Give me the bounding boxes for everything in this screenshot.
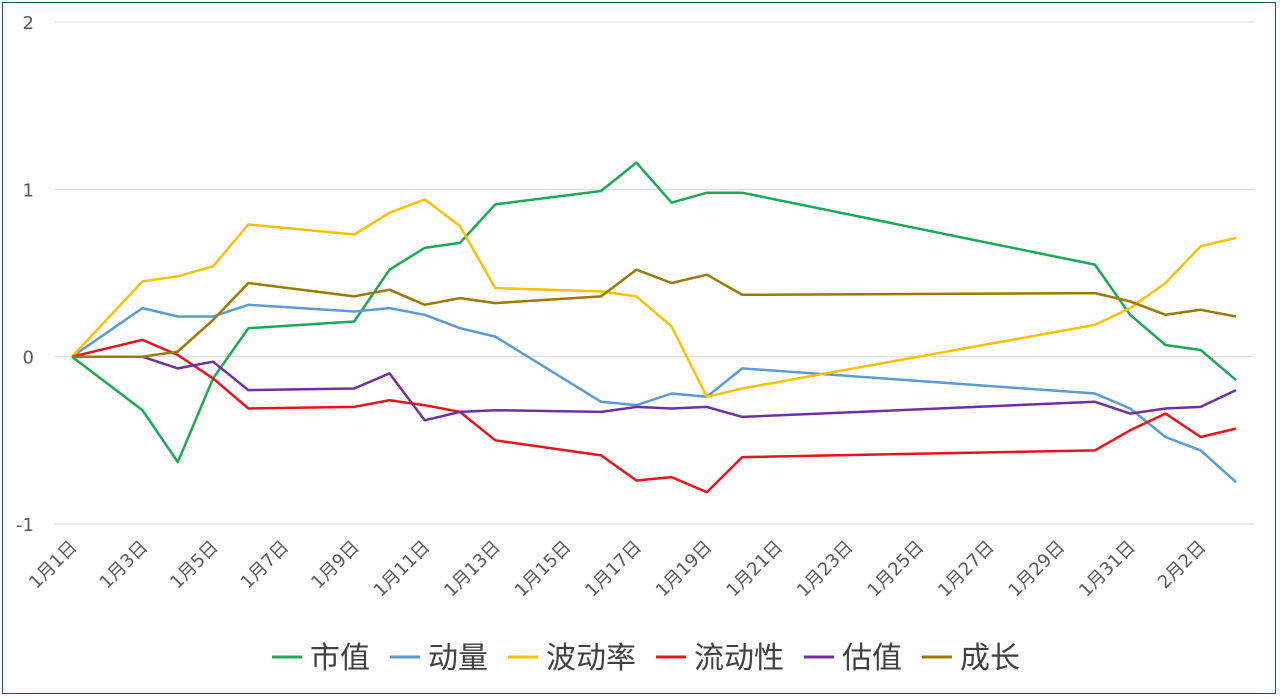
x-tick: 1月5日: [166, 537, 223, 594]
x-tick-label: 1月9日: [307, 537, 364, 594]
y-tick-label: 1: [23, 180, 34, 201]
x-tick: 1月13日: [440, 537, 505, 602]
x-tick: 1月3日: [96, 537, 153, 594]
legend-label: 市值: [310, 641, 370, 676]
legend-label: 估值: [842, 641, 902, 676]
x-tick-label: 1月27日: [934, 537, 999, 602]
x-tick-label: 1月11日: [370, 537, 435, 602]
series-line-3: [71, 198, 1237, 399]
x-tick: 1月21日: [722, 537, 787, 602]
series-line-1: [71, 161, 1237, 464]
x-tick-label: 2月2日: [1154, 537, 1211, 594]
x-tick-label: 1月25日: [863, 537, 928, 602]
legend-item: 流动性: [656, 641, 784, 676]
x-tick: 1月17日: [581, 537, 646, 602]
legend-item: 市值: [272, 641, 370, 676]
x-tick: 1月11日: [370, 537, 435, 602]
x-tick-label: 1月29日: [1005, 537, 1070, 602]
x-tick: 1月29日: [1005, 537, 1070, 602]
legend-item: 估值: [804, 641, 902, 676]
x-tick-label: 1月7日: [237, 537, 294, 594]
x-tick-label: 1月23日: [793, 537, 858, 602]
x-tick: 1月19日: [652, 537, 717, 602]
x-tick: 1月23日: [793, 537, 858, 602]
series-line-5: [72, 355, 1237, 422]
x-tick-label: 1月21日: [722, 537, 787, 602]
y-tick-label: 2: [23, 13, 34, 34]
legend-label: 动量: [428, 641, 488, 676]
y-tick-label: -1: [16, 515, 34, 536]
y-tick-label: 0: [23, 348, 34, 369]
x-tick-label: 1月15日: [511, 537, 576, 602]
x-tick-label: 1月13日: [440, 537, 505, 602]
x-tick-label: 1月5日: [166, 537, 223, 594]
x-tick: 2月2日: [1154, 537, 1211, 594]
x-tick: 1月27日: [934, 537, 999, 602]
legend-label: 成长: [960, 641, 1020, 676]
x-tick-label: 1月19日: [652, 537, 717, 602]
x-tick-label: 1月1日: [25, 537, 82, 594]
x-tick: 1月1日: [25, 537, 82, 594]
x-tick-label: 1月3日: [96, 537, 153, 594]
x-tick-label: 1月31日: [1075, 537, 1140, 602]
legend-item: 波动率: [508, 641, 636, 676]
x-tick: 1月31日: [1075, 537, 1140, 602]
x-tick: 1月9日: [307, 537, 364, 594]
x-tick: 1月15日: [511, 537, 576, 602]
x-tick: 1月25日: [863, 537, 928, 602]
series-line-4: [71, 338, 1237, 494]
legend-item: 成长: [922, 641, 1020, 676]
legend-item: 动量: [390, 641, 488, 676]
x-tick: 1月7日: [237, 537, 294, 594]
x-tick-label: 1月17日: [581, 537, 646, 602]
legend-label: 波动率: [546, 641, 636, 676]
legend-label: 流动性: [694, 641, 784, 676]
series-line-6: [72, 268, 1237, 358]
